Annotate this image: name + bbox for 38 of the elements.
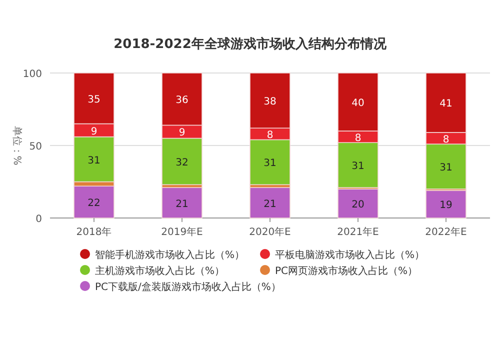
x-tick-label: 2019年E — [161, 226, 203, 238]
data-label: 8 — [354, 132, 362, 144]
data-label: 36 — [176, 95, 188, 106]
data-label: 9 — [90, 126, 98, 138]
x-tick-label: 2020年E — [249, 226, 291, 238]
bar — [74, 186, 114, 218]
legend-label: PC网页游戏市场收入占比（%） — [275, 265, 418, 277]
data-label: 41 — [440, 98, 452, 110]
bar — [162, 187, 202, 218]
y-axis-title: 单位：% — [11, 126, 23, 166]
data-label: 22 — [88, 198, 100, 210]
y-tick-label: 0 — [36, 214, 42, 225]
chart-title: 2018-2022年全球游戏市场收入结构分布情况 — [114, 36, 388, 52]
y-tick-label: 100 — [22, 69, 42, 80]
data-label: 31 — [264, 158, 276, 170]
legend-label: 智能手机游戏市场收入占比（%） — [95, 249, 245, 261]
data-label: 20 — [352, 200, 364, 210]
x-tick-label: 2021年E — [337, 226, 379, 238]
data-label: 19 — [440, 200, 452, 212]
data-label: 21 — [264, 198, 276, 210]
data-label: 8 — [266, 130, 274, 141]
legend-label: 平板电脑游戏市场收入占比（%） — [275, 249, 425, 261]
data-label: 21 — [176, 198, 188, 210]
x-tick-label: 2022年E — [425, 226, 467, 238]
data-label: 8 — [442, 134, 450, 146]
x-tick-label: 2018年 — [76, 226, 112, 238]
data-label: 32 — [176, 157, 188, 168]
legend-label: 主机游戏市场收入占比（%） — [95, 265, 225, 277]
data-label: 35 — [88, 94, 100, 106]
data-label: 38 — [264, 96, 276, 108]
data-label: 40 — [352, 98, 364, 109]
data-label: 31 — [352, 161, 364, 172]
data-label: 31 — [440, 162, 452, 174]
legend-label: PC下载版/盒装版游戏市场收入占比（%） — [95, 281, 281, 293]
data-label: 9 — [178, 128, 186, 139]
bar — [250, 187, 290, 218]
data-label: 31 — [88, 155, 100, 166]
y-tick-label: 50 — [29, 142, 42, 152]
